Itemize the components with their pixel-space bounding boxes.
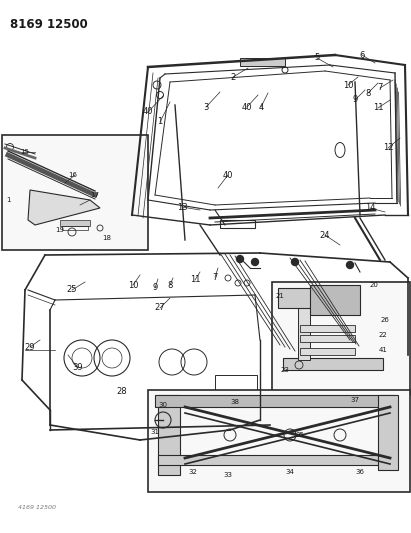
Text: 16: 16 — [69, 172, 78, 178]
Text: 6: 6 — [359, 51, 365, 60]
Text: 37: 37 — [351, 397, 360, 403]
Text: 19: 19 — [55, 227, 65, 233]
Text: 39: 39 — [73, 364, 83, 373]
Text: 5: 5 — [314, 53, 320, 62]
Bar — [310, 285, 360, 315]
Text: 27: 27 — [155, 303, 165, 312]
Text: 10: 10 — [128, 280, 138, 289]
Text: 40: 40 — [223, 171, 233, 180]
Text: 22: 22 — [379, 332, 388, 338]
Text: 41: 41 — [379, 347, 388, 353]
Text: 3: 3 — [203, 102, 209, 111]
Bar — [215, 375, 257, 400]
Text: 24: 24 — [320, 230, 330, 239]
Bar — [158, 455, 393, 465]
Bar — [2, 135, 148, 250]
Text: 28: 28 — [117, 387, 127, 397]
Bar — [298, 300, 310, 360]
Text: 10: 10 — [343, 80, 353, 90]
Text: 14: 14 — [365, 204, 375, 213]
Text: 23: 23 — [281, 367, 289, 373]
Text: 1: 1 — [157, 117, 163, 126]
Circle shape — [346, 262, 353, 269]
Text: 36: 36 — [356, 469, 365, 475]
Text: 8: 8 — [167, 280, 173, 289]
Circle shape — [236, 255, 243, 262]
Text: 13: 13 — [177, 203, 187, 212]
Text: 25: 25 — [67, 286, 77, 295]
Text: 2: 2 — [231, 72, 236, 82]
Bar — [300, 348, 355, 355]
Bar — [62, 226, 88, 230]
Text: 32: 32 — [189, 469, 197, 475]
Text: 7: 7 — [377, 84, 383, 93]
Text: 17: 17 — [90, 192, 99, 198]
Text: 38: 38 — [231, 399, 240, 405]
Text: 20: 20 — [369, 282, 379, 288]
Text: 11: 11 — [190, 276, 200, 285]
Bar — [158, 395, 180, 475]
Text: 4169 12500: 4169 12500 — [18, 505, 56, 510]
Text: 29: 29 — [25, 343, 35, 351]
Text: 30: 30 — [159, 402, 168, 408]
Text: 15: 15 — [21, 149, 30, 155]
Text: 40: 40 — [242, 102, 252, 111]
Bar — [300, 325, 355, 332]
Circle shape — [252, 259, 259, 265]
Bar — [240, 58, 285, 66]
Text: 8: 8 — [365, 88, 371, 98]
Text: 1: 1 — [6, 197, 10, 203]
Bar — [300, 335, 355, 342]
Text: 21: 21 — [275, 293, 284, 299]
Text: 26: 26 — [381, 317, 390, 323]
Text: 40: 40 — [143, 108, 153, 117]
Bar — [220, 220, 255, 228]
Circle shape — [291, 259, 298, 265]
Polygon shape — [28, 190, 100, 225]
Bar — [148, 390, 410, 492]
Bar — [60, 220, 90, 226]
Text: 8169 12500: 8169 12500 — [10, 18, 88, 31]
Text: 11: 11 — [373, 103, 383, 112]
Bar — [378, 395, 398, 470]
Text: 9: 9 — [152, 284, 158, 293]
Bar — [278, 288, 313, 308]
Bar — [155, 395, 395, 407]
Text: 12: 12 — [383, 143, 393, 152]
Text: 31: 31 — [150, 429, 159, 435]
Bar — [283, 358, 383, 370]
Bar — [272, 282, 410, 395]
Text: 18: 18 — [102, 235, 111, 241]
Text: 34: 34 — [286, 469, 294, 475]
Text: 35: 35 — [296, 432, 305, 438]
Text: 7: 7 — [212, 272, 218, 281]
Text: 33: 33 — [224, 472, 233, 478]
Text: 4: 4 — [259, 102, 263, 111]
Text: 9: 9 — [352, 95, 358, 104]
